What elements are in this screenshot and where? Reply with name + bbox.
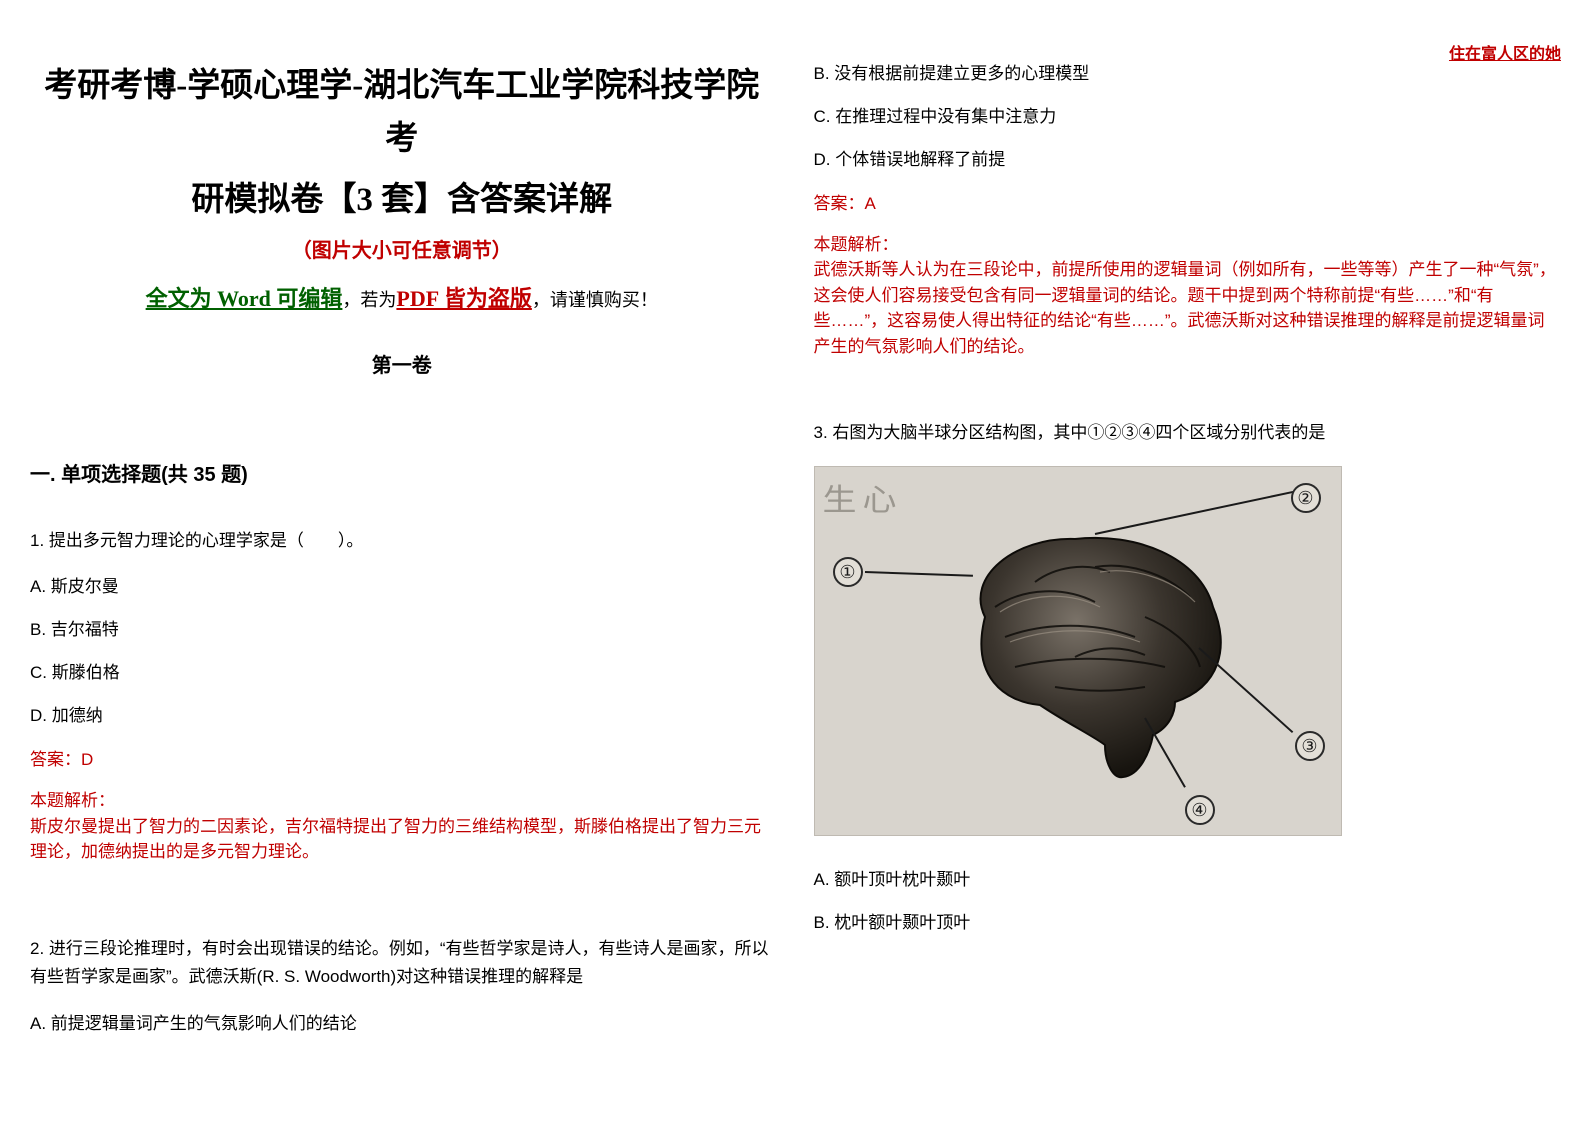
q2-analysis: 武德沃斯等人认为在三段论中，前提所使用的逻辑量词（例如所有，一些等等）产生了一种… (814, 257, 1558, 359)
q2-answer: 答案：A (814, 189, 1558, 214)
q2-stem: 2. 进行三段论推理时，有时会出现错误的结论。例如，“有些哲学家是诗人，有些诗人… (30, 935, 774, 993)
edit-note-word: 全文为 Word 可编辑 (146, 286, 343, 311)
figure-label-4: ④ (1185, 795, 1215, 825)
q1-analysis-label: 本题解析： (30, 788, 774, 814)
q1-opt-c: C. 斯滕伯格 (30, 659, 774, 688)
q2-opt-a: A. 前提逻辑量词产生的气氛影响人们的结论 (30, 1010, 774, 1039)
brain-icon (945, 527, 1245, 787)
q2-analysis-label: 本题解析： (814, 232, 1558, 258)
figure-smudge-text: 生心 (823, 476, 903, 520)
q2-opt-d: D. 个体错误地解释了前提 (814, 146, 1558, 175)
edit-note-tail: ，请谨慎购买！ (532, 290, 658, 310)
doc-title-line1: 考研考博-学硕心理学-湖北汽车工业学院科技学院考 (30, 60, 774, 166)
figure-label-3: ③ (1295, 731, 1325, 761)
q1-stem: 1. 提出多元智力理论的心理学家是（ ）。 (30, 527, 774, 556)
q2-opt-c: C. 在推理过程中没有集中注意力 (814, 103, 1558, 132)
q1-opt-d: D. 加德纳 (30, 702, 774, 731)
volume-heading: 第一卷 (30, 349, 774, 378)
edit-note-pdf: PDF 皆为盗版 (396, 286, 531, 311)
edit-note-mid: ，若为 (342, 290, 396, 310)
edit-note: 全文为 Word 可编辑，若为PDF 皆为盗版，请谨慎购买！ (30, 281, 774, 313)
figure-label-2: ② (1291, 483, 1321, 513)
left-column: 考研考博-学硕心理学-湖北汽车工业学院科技学院考 研模拟卷【3 套】含答案详解 … (30, 60, 774, 1053)
page-container: 考研考博-学硕心理学-湖北汽车工业学院科技学院考 研模拟卷【3 套】含答案详解 … (0, 0, 1587, 1083)
q3-opt-b: B. 枕叶额叶颞叶顶叶 (814, 909, 1558, 938)
q1-analysis: 斯皮尔曼提出了智力的二因素论，吉尔福特提出了智力的三维结构模型，斯滕伯格提出了智… (30, 814, 774, 865)
title-block: 考研考博-学硕心理学-湖北汽车工业学院科技学院考 研模拟卷【3 套】含答案详解 … (30, 60, 774, 378)
q2-opt-b: B. 没有根据前提建立更多的心理模型 (814, 60, 1558, 89)
q1-opt-b: B. 吉尔福特 (30, 616, 774, 645)
q1-opt-a: A. 斯皮尔曼 (30, 573, 774, 602)
resize-note: （图片大小可任意调节） (30, 234, 774, 263)
q1-answer: 答案：D (30, 745, 774, 770)
q3-stem: 3. 右图为大脑半球分区结构图，其中①②③④四个区域分别代表的是 (814, 419, 1558, 448)
header-watermark: 住在富人区的她 (1449, 40, 1561, 64)
doc-title-line2: 研模拟卷【3 套】含答案详解 (30, 172, 774, 220)
q3-opt-a: A. 额叶顶叶枕叶颞叶 (814, 866, 1558, 895)
figure-label-1: ① (833, 557, 863, 587)
right-column: B. 没有根据前提建立更多的心理模型 C. 在推理过程中没有集中注意力 D. 个… (814, 60, 1558, 1053)
brain-figure: 生心 (814, 466, 1342, 836)
section-heading: 一. 单项选择题(共 35 题) (30, 458, 774, 487)
